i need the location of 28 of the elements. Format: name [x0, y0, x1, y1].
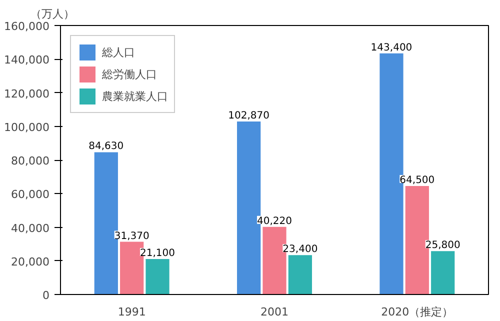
x-tick-label: 2001	[260, 306, 289, 318]
y-axis-title: （万人）	[30, 8, 74, 20]
data-label: 64,500	[400, 175, 435, 186]
bar	[288, 255, 312, 294]
data-label: 40,220	[257, 216, 292, 227]
data-label: 102,870	[228, 110, 270, 122]
x-tick-label: 1991	[118, 306, 146, 318]
bar	[146, 259, 170, 294]
data-label: 31,370	[114, 230, 150, 242]
data-label: 84,630	[88, 141, 124, 152]
y-tick-label: 20,000	[11, 255, 50, 268]
data-label: 21,100	[140, 248, 176, 260]
data-label: 23,400	[282, 244, 318, 256]
legend-label: 農業就業人口	[102, 88, 168, 104]
x-tick-label: 2020（推定）	[381, 306, 454, 318]
y-tick-label: 40,000	[11, 222, 50, 235]
y-tick-label: 60,000	[11, 188, 50, 202]
y-tick-label: 120,000	[4, 87, 50, 100]
legend-label: 総人口	[102, 44, 135, 60]
legend-label: 総労働人口	[102, 66, 157, 82]
y-tick-label: 100,000	[4, 120, 50, 134]
data-label: 25,800	[425, 240, 460, 252]
data-label: 143,400	[370, 42, 412, 54]
y-tick-label: 160,000	[4, 20, 50, 33]
bar	[431, 251, 455, 294]
y-tick-label: 80,000	[11, 154, 50, 168]
y-tick-label: 140,000	[4, 54, 50, 67]
y-tick-label: 0	[42, 289, 50, 302]
